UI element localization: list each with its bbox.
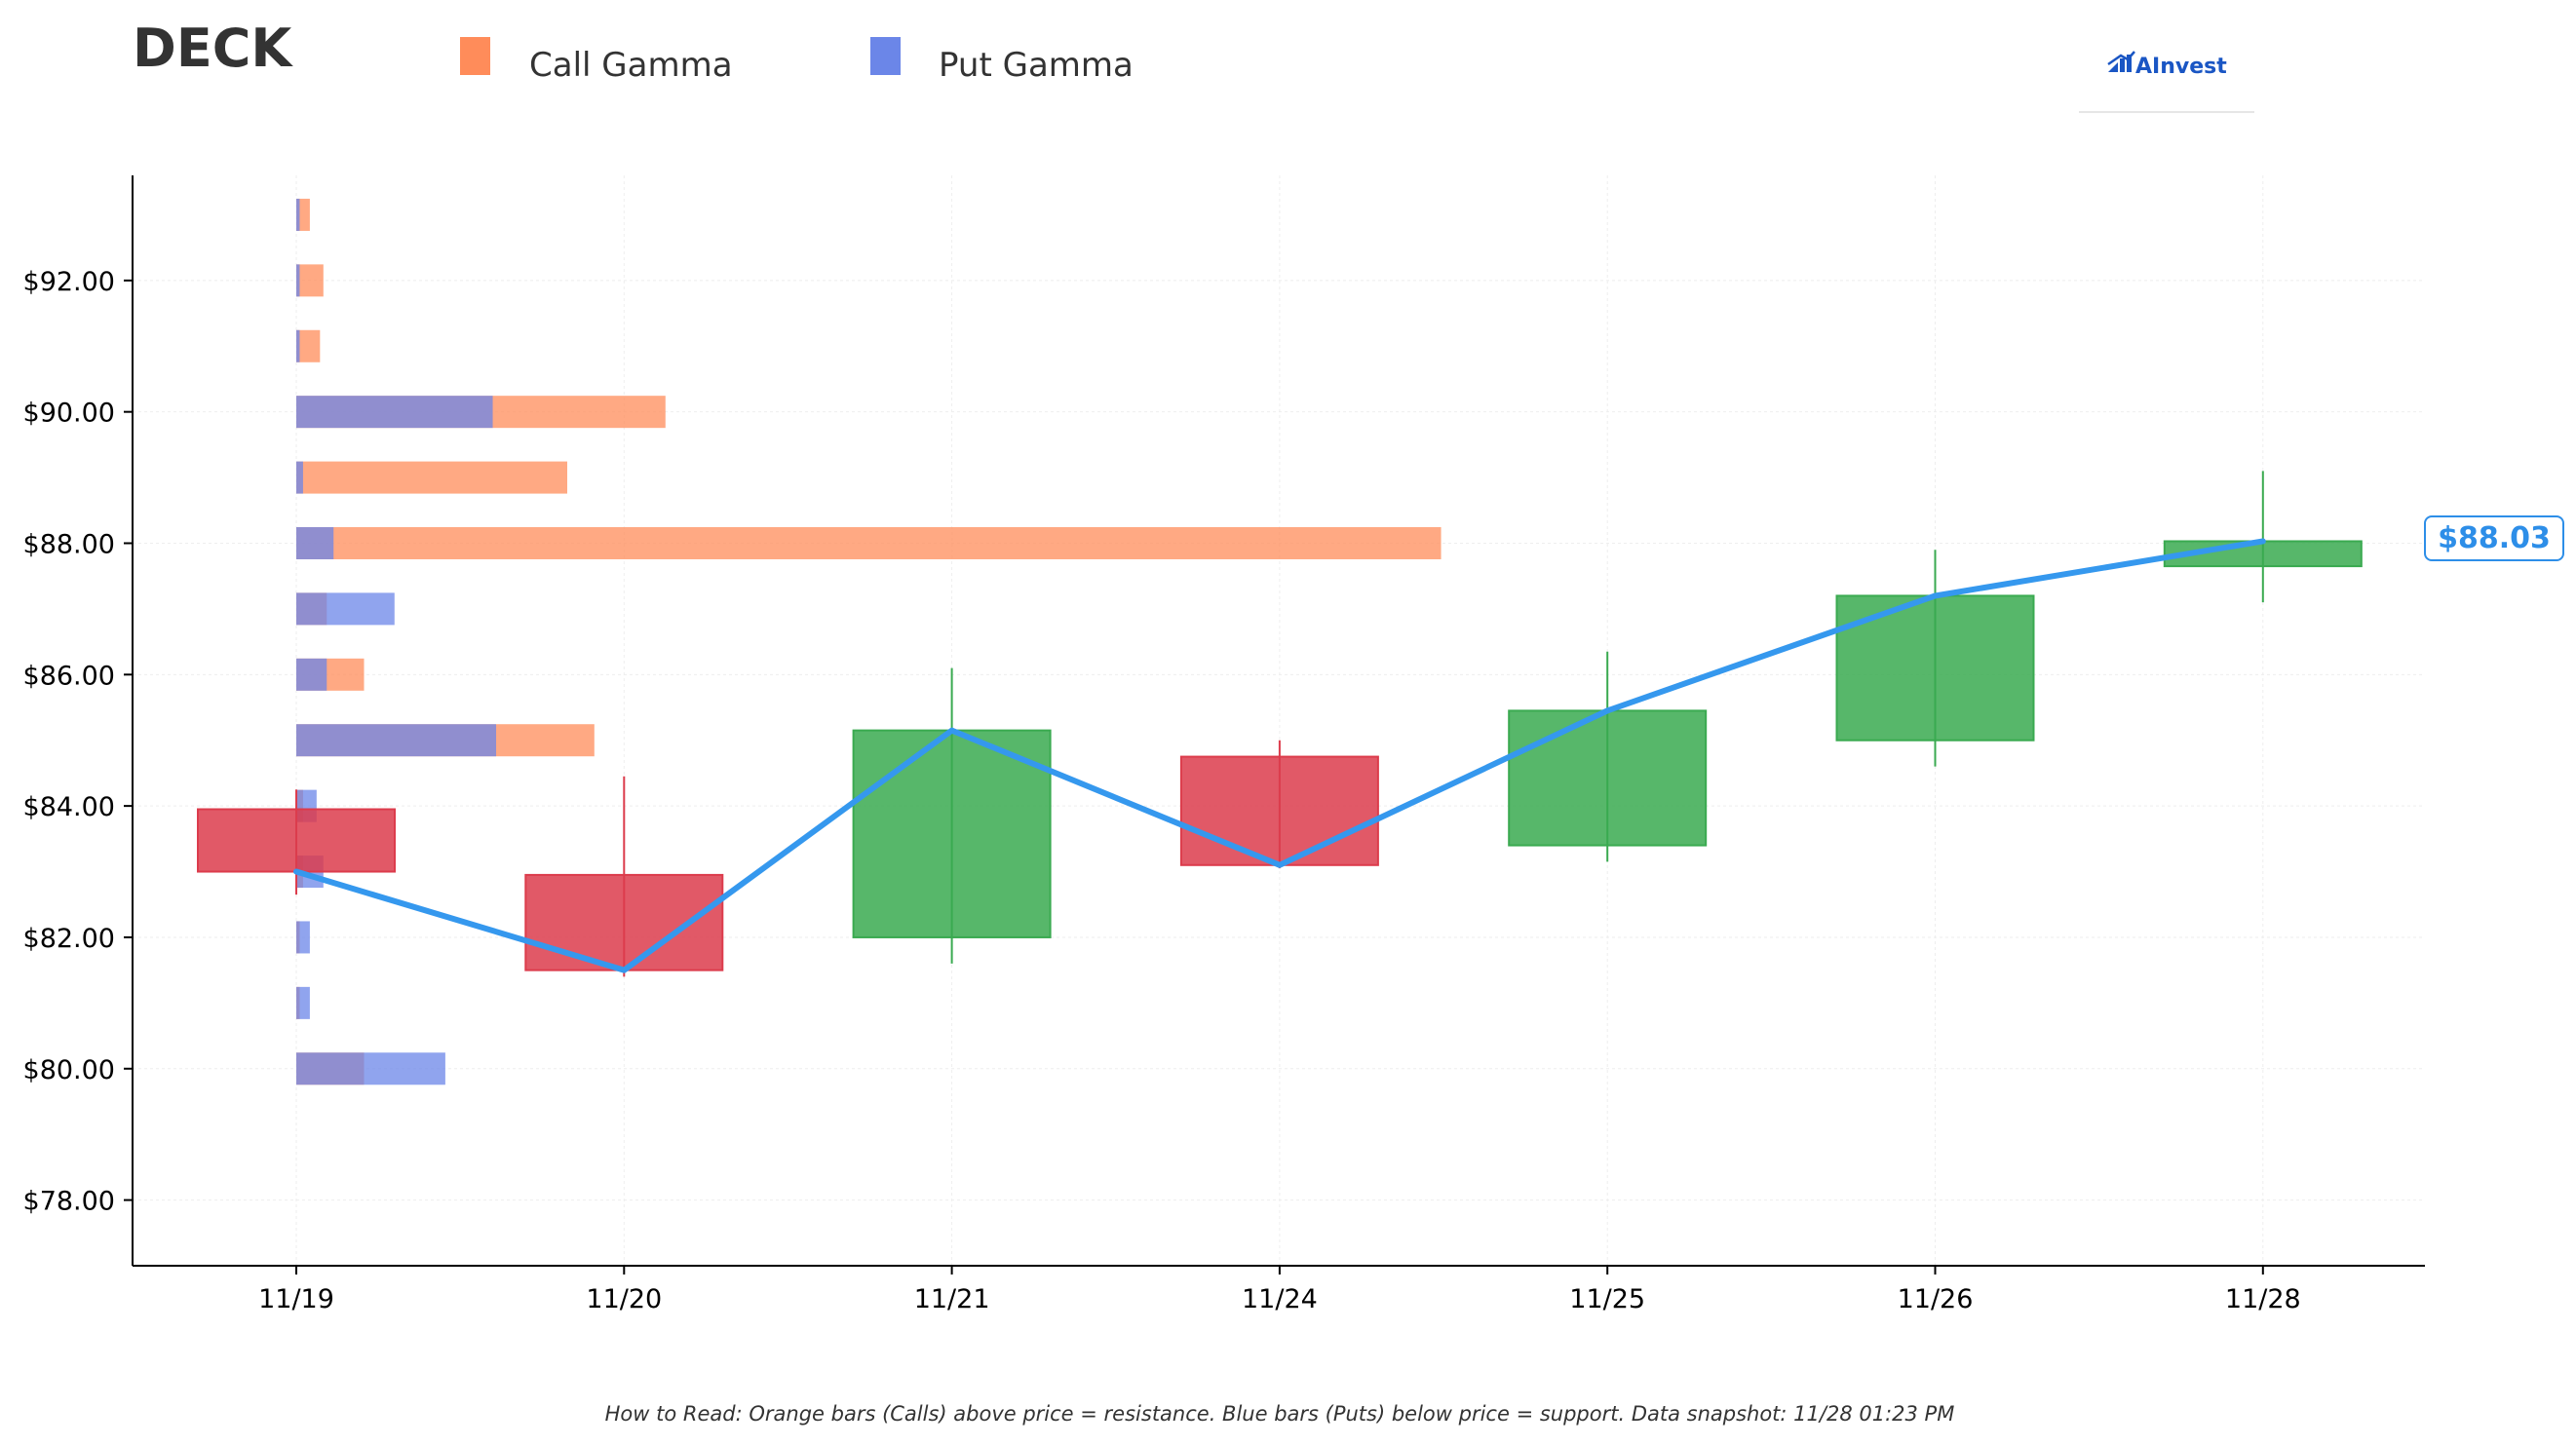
tick-labels: $78.00 $80.00 $82.00 $84.00 $86.00 $88.00 $90.… — [23, 267, 2301, 1314]
candlesticks — [197, 471, 2363, 977]
x-tick-label-4: 11/25 — [1569, 1284, 1645, 1314]
last-price-tag: $88.03 — [2424, 515, 2564, 561]
put-gamma-bar-82 — [296, 921, 310, 954]
candle-body-11/24 — [1179, 755, 1379, 866]
put-gamma-bar-93 — [296, 198, 300, 231]
price-line-layer — [293, 538, 2266, 973]
y-tick-label-1: $80.00 — [23, 1055, 115, 1085]
x-tick-label-1: 11/20 — [586, 1284, 662, 1314]
put-gamma-bar-87 — [296, 592, 395, 626]
put-gamma-bar-80 — [296, 1052, 445, 1085]
put-gamma-bar-91 — [296, 329, 300, 362]
gamma-bars — [296, 198, 1442, 1085]
put-gamma-bar-92 — [296, 264, 300, 297]
call-gamma-bar-91 — [296, 329, 321, 362]
put-gamma-bar-81 — [296, 986, 310, 1019]
y-tick-label-3: $84.00 — [23, 792, 115, 822]
price-line — [293, 538, 2266, 973]
y-tick-label-2: $82.00 — [23, 924, 115, 954]
x-tick-label-2: 11/21 — [914, 1284, 990, 1314]
legend-put-swatch — [870, 37, 901, 75]
put-gamma-bar-90 — [296, 396, 493, 429]
put-gamma-bar-89 — [296, 461, 303, 494]
candle-body-11/25 — [1508, 709, 1708, 847]
y-tick-label-0: $78.00 — [23, 1187, 115, 1217]
put-gamma-bar-88 — [296, 526, 334, 559]
logo-chart-icon — [2107, 51, 2135, 72]
y-tick-label-6: $90.00 — [23, 399, 115, 429]
legend-put-label: Put Gamma — [939, 46, 1134, 85]
last-price-box — [2424, 515, 2564, 561]
legend-call-label: Call Gamma — [529, 46, 733, 85]
candle-body-11/19 — [197, 808, 396, 873]
x-tick-label-3: 11/24 — [1242, 1284, 1318, 1314]
x-tick-label-5: 11/26 — [1898, 1284, 1974, 1314]
legend-call-swatch — [460, 37, 490, 75]
put-gamma-bar-85 — [296, 724, 497, 757]
axes — [132, 175, 2425, 1267]
y-tick-label-4: $86.00 — [23, 661, 115, 691]
legend: Call Gamma Put Gamma — [460, 37, 1134, 85]
call-gamma-bar-89 — [296, 461, 567, 494]
footnote: How to Read: Orange bars (Calls) above p… — [605, 1402, 1955, 1426]
y-tick-label-5: $88.00 — [23, 529, 115, 559]
ticker-title: DECK — [133, 18, 293, 79]
ainvest-logo: AInvest — [2079, 51, 2254, 113]
put-gamma-bar-86 — [296, 658, 327, 691]
x-tick-label-6: 11/28 — [2225, 1284, 2301, 1314]
x-tick-label-0: 11/19 — [258, 1284, 334, 1314]
grid-lines — [133, 175, 2425, 1266]
logo-text: AInvest — [2135, 55, 2227, 79]
last-price-label: $88.03 — [2438, 521, 2551, 555]
y-tick-label-7: $92.00 — [23, 267, 115, 297]
call-gamma-bar-92 — [296, 264, 324, 297]
call-gamma-bar-88 — [296, 526, 1442, 559]
